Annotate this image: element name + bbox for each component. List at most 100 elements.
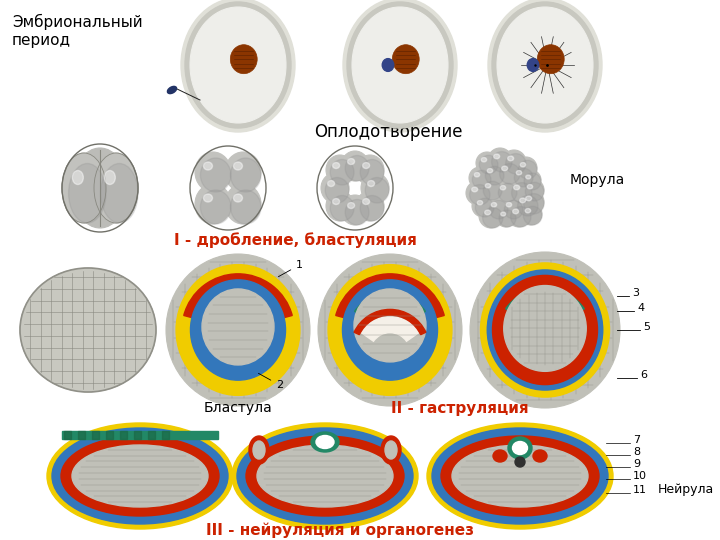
Ellipse shape: [195, 184, 231, 224]
Text: Эмбриональный
период: Эмбриональный период: [12, 14, 143, 48]
Ellipse shape: [195, 152, 231, 192]
Wedge shape: [336, 274, 444, 318]
Ellipse shape: [526, 175, 531, 179]
Ellipse shape: [479, 204, 503, 228]
Text: Нейрула: Нейрула: [658, 483, 714, 496]
Text: 7: 7: [633, 435, 640, 445]
Circle shape: [515, 457, 525, 467]
Ellipse shape: [392, 45, 419, 73]
Ellipse shape: [511, 165, 533, 187]
Text: 4: 4: [637, 303, 644, 313]
Ellipse shape: [487, 168, 492, 173]
Ellipse shape: [104, 171, 115, 185]
Text: 6: 6: [640, 370, 647, 380]
Wedge shape: [184, 274, 292, 318]
Ellipse shape: [68, 164, 106, 223]
Ellipse shape: [328, 265, 452, 395]
Ellipse shape: [466, 181, 490, 205]
Text: 1: 1: [279, 260, 303, 276]
Ellipse shape: [94, 153, 138, 223]
Ellipse shape: [200, 158, 231, 192]
Ellipse shape: [363, 163, 369, 168]
Ellipse shape: [204, 162, 212, 170]
Ellipse shape: [482, 207, 503, 228]
Ellipse shape: [472, 195, 494, 217]
Ellipse shape: [345, 156, 369, 181]
Ellipse shape: [512, 183, 532, 203]
Ellipse shape: [487, 270, 603, 390]
Text: III - нейруляция и органогенез: III - нейруляция и органогенез: [206, 522, 474, 538]
Ellipse shape: [514, 192, 538, 216]
Ellipse shape: [481, 158, 487, 162]
Text: 10: 10: [633, 471, 647, 481]
Ellipse shape: [514, 168, 533, 187]
Ellipse shape: [500, 186, 505, 190]
Text: I - дробление, бластуляция: I - дробление, бластуляция: [174, 232, 416, 248]
Ellipse shape: [475, 198, 494, 217]
Ellipse shape: [246, 436, 404, 516]
Ellipse shape: [348, 159, 354, 165]
Ellipse shape: [498, 183, 517, 202]
Ellipse shape: [343, 280, 438, 380]
Ellipse shape: [502, 166, 508, 171]
Ellipse shape: [470, 252, 620, 408]
Ellipse shape: [257, 445, 393, 507]
Ellipse shape: [356, 155, 384, 185]
Bar: [134, 431, 141, 439]
Ellipse shape: [515, 157, 537, 179]
Ellipse shape: [365, 178, 389, 203]
Bar: [106, 431, 113, 439]
Ellipse shape: [341, 195, 369, 225]
Bar: [92, 431, 99, 439]
Ellipse shape: [330, 159, 354, 185]
Ellipse shape: [501, 197, 523, 219]
Ellipse shape: [341, 151, 369, 181]
Ellipse shape: [72, 171, 84, 185]
Ellipse shape: [480, 178, 502, 200]
Ellipse shape: [476, 152, 498, 174]
Text: Бластула: Бластула: [204, 401, 272, 415]
Ellipse shape: [485, 166, 504, 185]
Ellipse shape: [316, 435, 334, 449]
Ellipse shape: [469, 185, 490, 205]
Ellipse shape: [526, 196, 531, 201]
Ellipse shape: [527, 185, 533, 189]
Ellipse shape: [508, 156, 513, 161]
Ellipse shape: [363, 199, 369, 205]
Ellipse shape: [533, 450, 547, 462]
Ellipse shape: [507, 203, 531, 227]
Ellipse shape: [523, 194, 544, 214]
Bar: [62, 431, 218, 439]
Bar: [78, 431, 85, 439]
Ellipse shape: [513, 185, 520, 190]
Ellipse shape: [225, 184, 261, 224]
Ellipse shape: [474, 172, 480, 177]
Ellipse shape: [181, 0, 295, 132]
Ellipse shape: [360, 195, 384, 221]
Bar: [148, 431, 155, 439]
Ellipse shape: [318, 254, 462, 406]
Ellipse shape: [527, 59, 539, 71]
Ellipse shape: [225, 152, 261, 192]
Ellipse shape: [20, 268, 156, 392]
Ellipse shape: [485, 184, 490, 188]
Text: 5: 5: [643, 322, 650, 332]
Ellipse shape: [72, 148, 128, 228]
Ellipse shape: [488, 148, 512, 172]
Ellipse shape: [249, 436, 269, 464]
Ellipse shape: [166, 254, 310, 406]
Ellipse shape: [354, 289, 426, 362]
Ellipse shape: [432, 428, 608, 524]
Text: 8: 8: [633, 447, 640, 457]
Ellipse shape: [497, 7, 593, 123]
Ellipse shape: [185, 2, 291, 128]
Ellipse shape: [368, 180, 374, 186]
Ellipse shape: [230, 190, 261, 224]
Ellipse shape: [441, 436, 599, 516]
Ellipse shape: [62, 153, 106, 223]
Ellipse shape: [505, 153, 526, 174]
Ellipse shape: [520, 198, 526, 203]
Ellipse shape: [360, 159, 384, 185]
Ellipse shape: [176, 265, 300, 395]
Ellipse shape: [483, 181, 502, 200]
